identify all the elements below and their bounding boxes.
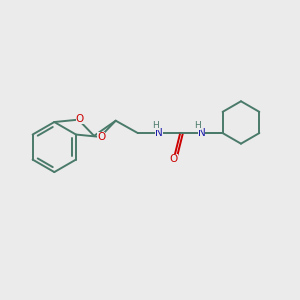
Text: O: O bbox=[97, 133, 105, 142]
Text: N: N bbox=[155, 128, 163, 138]
Text: O: O bbox=[76, 114, 84, 124]
Text: N: N bbox=[197, 128, 205, 138]
Text: H: H bbox=[152, 121, 159, 130]
Text: H: H bbox=[194, 121, 201, 130]
Text: O: O bbox=[169, 154, 178, 164]
